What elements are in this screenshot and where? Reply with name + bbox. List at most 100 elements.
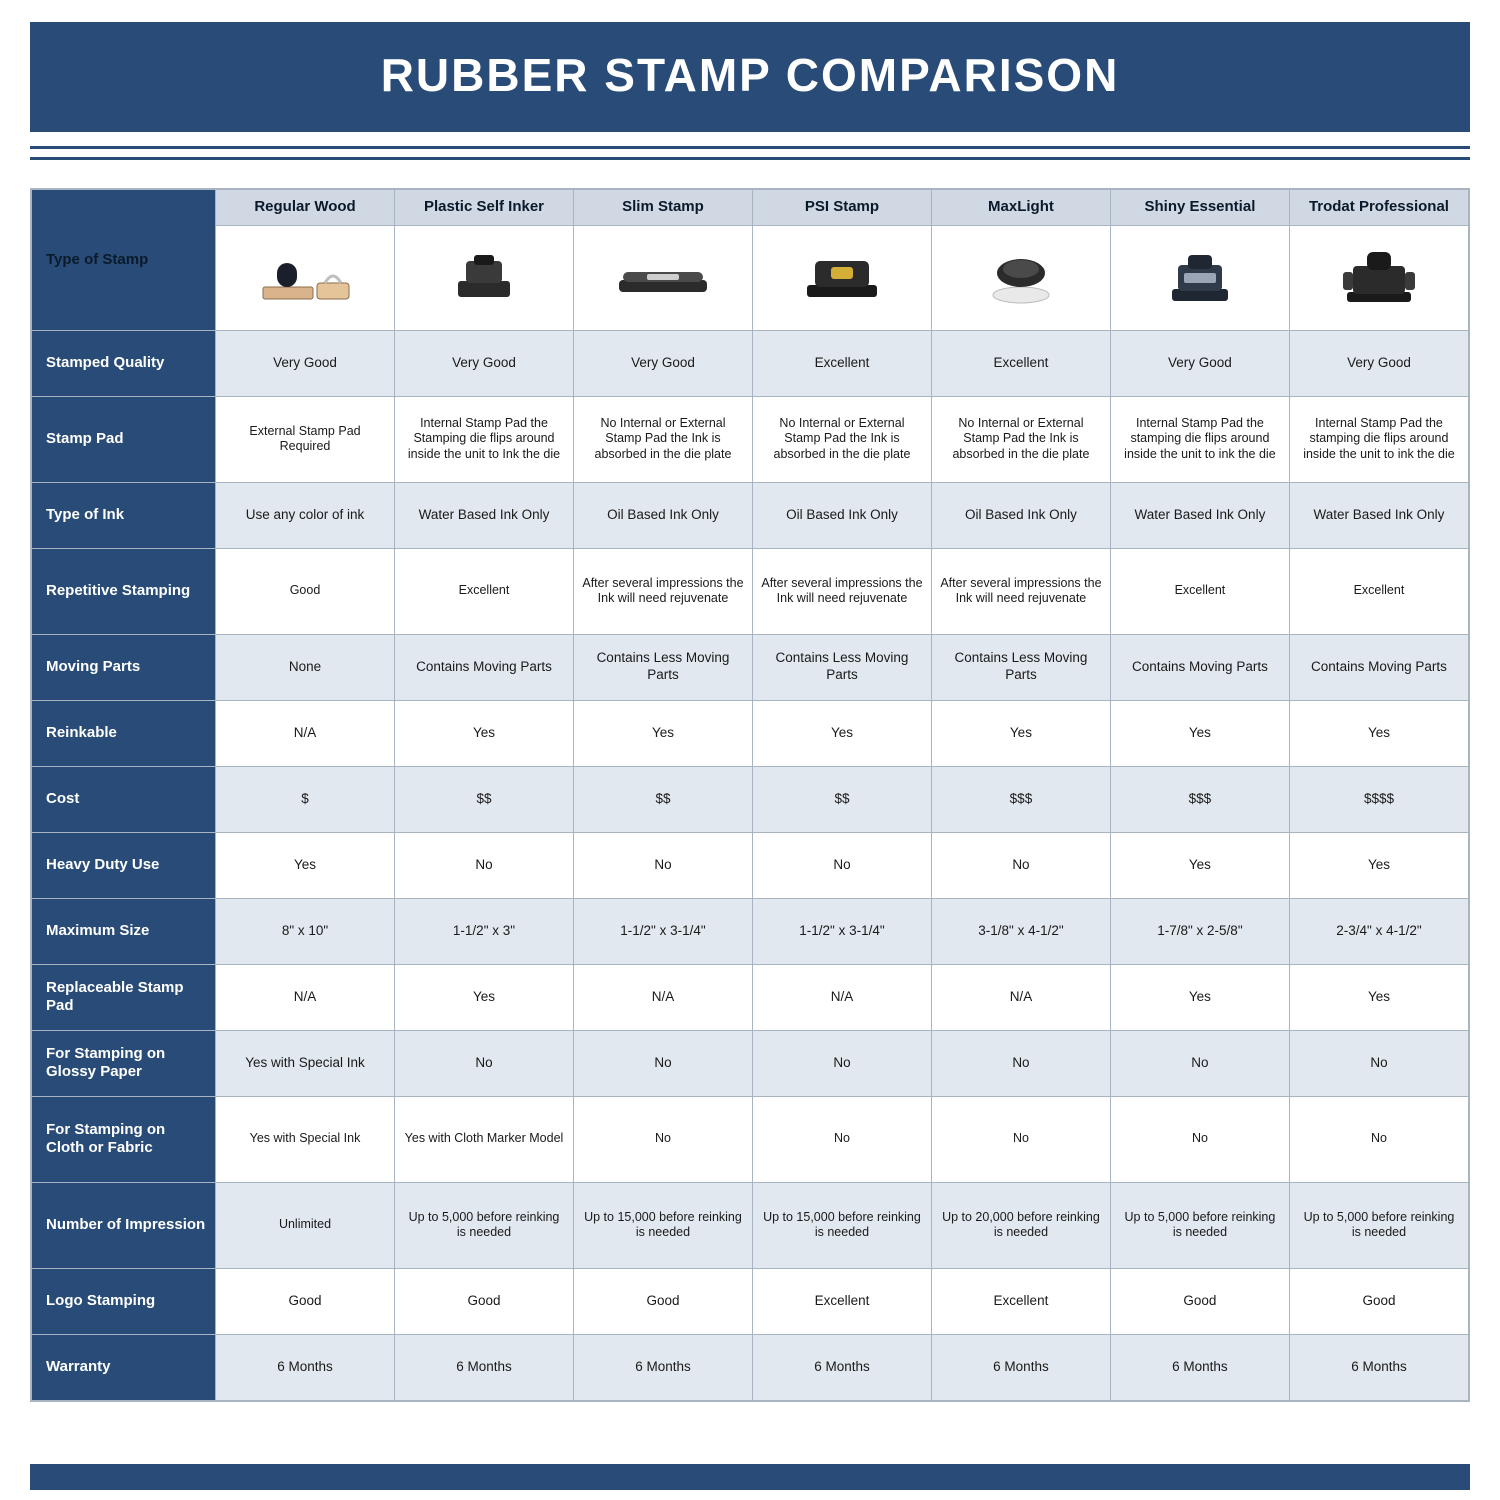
row-header: Reinkable — [32, 700, 216, 766]
table-cell: Yes with Special Ink — [216, 1030, 395, 1096]
row-header: For Stamping on Glossy Paper — [32, 1030, 216, 1096]
table-cell: Oil Based Ink Only — [931, 482, 1110, 548]
trodat-stamp-icon — [1298, 250, 1460, 306]
table-cell: Good — [573, 1268, 752, 1334]
table-cell: Up to 20,000 before reinking is needed — [931, 1182, 1110, 1268]
table-cell: Good — [216, 1268, 395, 1334]
row-header: Type of Stamp — [32, 190, 216, 331]
table-cell: Excellent — [395, 548, 574, 634]
table-cell: $$$$ — [1289, 766, 1468, 832]
table-cell: 6 Months — [395, 1334, 574, 1400]
table-cell: 1-1/2" x 3-1/4" — [573, 898, 752, 964]
table-cell: Excellent — [752, 1268, 931, 1334]
table-cell: 6 Months — [1110, 1334, 1289, 1400]
row-header: Maximum Size — [32, 898, 216, 964]
table-cell: After several impressions the Ink will n… — [573, 548, 752, 634]
table-cell: Very Good — [573, 330, 752, 396]
table-cell: 1-1/2" x 3" — [395, 898, 574, 964]
row-header: Stamp Pad — [32, 396, 216, 482]
table-cell: No — [752, 1096, 931, 1182]
title-divider — [30, 146, 1470, 160]
table-cell: No Internal or External Stamp Pad the In… — [752, 396, 931, 482]
slim-stamp-icon — [582, 250, 744, 306]
column-header: Shiny Essential — [1110, 190, 1289, 226]
table-cell: Very Good — [1289, 330, 1468, 396]
column-header: PSI Stamp — [752, 190, 931, 226]
table-cell: No — [752, 832, 931, 898]
table-cell: Yes — [1289, 964, 1468, 1030]
stamp-image-cell — [1110, 225, 1289, 330]
table-cell: $$ — [752, 766, 931, 832]
table-cell: Water Based Ink Only — [1289, 482, 1468, 548]
table-cell: Use any color of ink — [216, 482, 395, 548]
table-cell: N/A — [216, 700, 395, 766]
table-cell: Contains Moving Parts — [395, 634, 574, 700]
table-cell: N/A — [216, 964, 395, 1030]
table-cell: $$ — [395, 766, 574, 832]
table-cell: No — [573, 1030, 752, 1096]
table-cell: Good — [1289, 1268, 1468, 1334]
table-cell: Yes with Cloth Marker Model — [395, 1096, 574, 1182]
table-cell: $$$ — [1110, 766, 1289, 832]
table-cell: Up to 5,000 before reinking is needed — [1289, 1182, 1468, 1268]
maxlight-icon — [940, 250, 1102, 306]
table-cell: Internal Stamp Pad the stamping die flip… — [1110, 396, 1289, 482]
table-row: ReinkableN/AYesYesYesYesYesYes — [32, 700, 1469, 766]
table-cell: Yes — [931, 700, 1110, 766]
table-cell: No — [1110, 1030, 1289, 1096]
table-cell: No — [931, 832, 1110, 898]
table-row: Maximum Size8" x 10"1-1/2" x 3"1-1/2" x … — [32, 898, 1469, 964]
table-cell: Good — [216, 548, 395, 634]
stamp-image-cell — [573, 225, 752, 330]
table-cell: $ — [216, 766, 395, 832]
table-cell: No Internal or External Stamp Pad the In… — [573, 396, 752, 482]
table-row: For Stamping on Cloth or FabricYes with … — [32, 1096, 1469, 1182]
table-cell: No — [573, 1096, 752, 1182]
stamp-image-cell — [931, 225, 1110, 330]
table-cell: Yes with Special Ink — [216, 1096, 395, 1182]
table-cell: No — [752, 1030, 931, 1096]
table-cell: After several impressions the Ink will n… — [931, 548, 1110, 634]
table-cell: 6 Months — [931, 1334, 1110, 1400]
table-cell: Yes — [1110, 832, 1289, 898]
row-header: Warranty — [32, 1334, 216, 1400]
footer-bar — [30, 1464, 1470, 1490]
table-cell: $$ — [573, 766, 752, 832]
table-row: Replaceable Stamp PadN/AYesN/AN/AN/AYesY… — [32, 964, 1469, 1030]
table-row: Stamped QualityVery GoodVery GoodVery Go… — [32, 330, 1469, 396]
column-header: Plastic Self Inker — [395, 190, 574, 226]
table-cell: Very Good — [395, 330, 574, 396]
table-cell: Contains Less Moving Parts — [573, 634, 752, 700]
row-header: Number of Impression — [32, 1182, 216, 1268]
table-row: Heavy Duty UseYesNoNoNoNoYesYes — [32, 832, 1469, 898]
stamp-image-cell — [395, 225, 574, 330]
table-row: Type of InkUse any color of inkWater Bas… — [32, 482, 1469, 548]
page-title: RUBBER STAMP COMPARISON — [30, 22, 1470, 132]
table-cell: Contains Moving Parts — [1289, 634, 1468, 700]
table-cell: Very Good — [1110, 330, 1289, 396]
table-cell: 6 Months — [752, 1334, 931, 1400]
table-cell: 6 Months — [1289, 1334, 1468, 1400]
table-cell: Water Based Ink Only — [395, 482, 574, 548]
table-cell: Up to 15,000 before reinking is needed — [752, 1182, 931, 1268]
table-cell: External Stamp Pad Required — [216, 396, 395, 482]
table-cell: Yes — [1110, 964, 1289, 1030]
table-cell: $$$ — [931, 766, 1110, 832]
comparison-table: Type of Stamp Regular Wood Plastic Self … — [30, 188, 1470, 1402]
table-cell: Up to 5,000 before reinking is needed — [1110, 1182, 1289, 1268]
table-cell: Unlimited — [216, 1182, 395, 1268]
table-row: For Stamping on Glossy PaperYes with Spe… — [32, 1030, 1469, 1096]
table-cell: Oil Based Ink Only — [752, 482, 931, 548]
table-cell: 2-3/4" x 4-1/2" — [1289, 898, 1468, 964]
column-header: Trodat Professional — [1289, 190, 1468, 226]
table-cell: Contains Less Moving Parts — [931, 634, 1110, 700]
shiny-stamp-icon — [1119, 250, 1281, 306]
table-cell: No — [395, 1030, 574, 1096]
table-cell: Excellent — [1289, 548, 1468, 634]
table-cell: Excellent — [752, 330, 931, 396]
table-cell: After several impressions the Ink will n… — [752, 548, 931, 634]
table-row: Warranty6 Months6 Months6 Months6 Months… — [32, 1334, 1469, 1400]
row-header: Repetitive Stamping — [32, 548, 216, 634]
row-header: Stamped Quality — [32, 330, 216, 396]
wood-stamp-icon — [224, 250, 386, 306]
